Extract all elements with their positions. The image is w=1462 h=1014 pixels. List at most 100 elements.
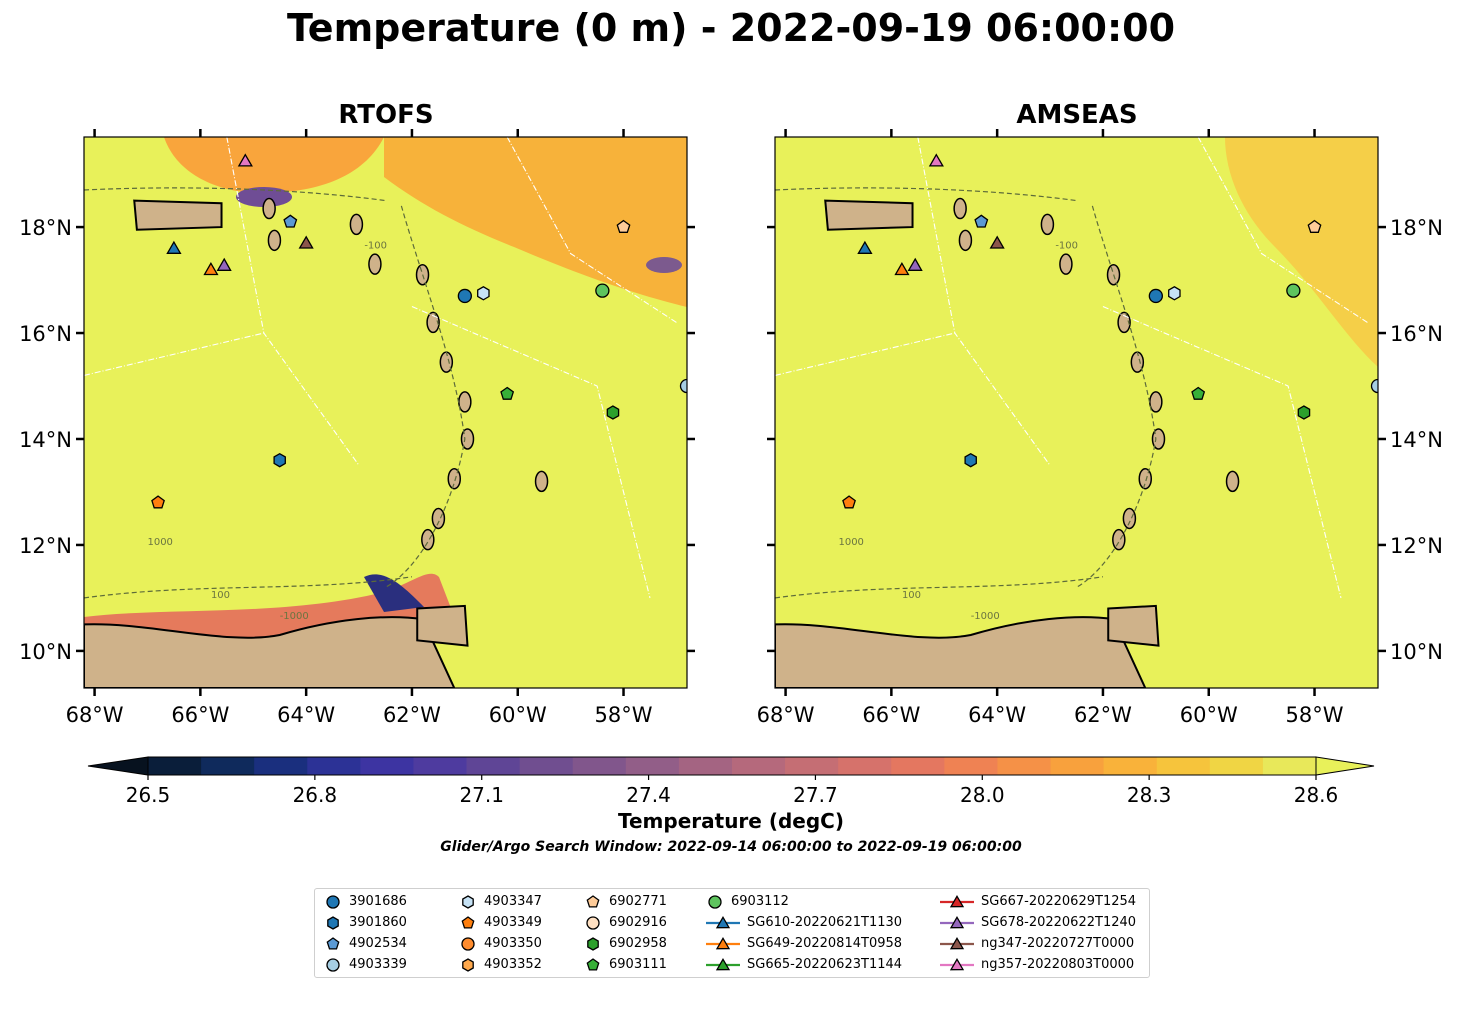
island	[447, 467, 462, 490]
colorbar-tick-label: 27.7	[793, 783, 838, 807]
legend-label: 4902534	[349, 936, 407, 951]
marker-4902534	[974, 214, 989, 228]
colorbar-segment	[678, 757, 733, 775]
land-trinidad	[416, 604, 469, 647]
colorbar-segment	[785, 757, 839, 775]
eez-boundary	[84, 137, 677, 599]
legend-item: SG667-20220629T1254	[939, 891, 1136, 912]
lon-tick-label: 60°W	[1180, 703, 1238, 727]
marker-4903349	[151, 495, 165, 509]
legend-marker	[462, 957, 474, 972]
marker-3901686	[1148, 288, 1163, 304]
land-trinidad	[1107, 604, 1160, 647]
legend-label: SG649-20220814T0958	[747, 936, 903, 951]
colorbar-segment	[360, 757, 414, 775]
lon-tick-label: 66°W	[862, 703, 920, 727]
colorbar-extend-high	[1315, 756, 1375, 776]
legend-label: 4903349	[484, 915, 542, 930]
marker-ng347-20220727T0000	[989, 235, 1005, 249]
marker-ng357-20220803T0000	[237, 153, 253, 167]
colorbar-tick-label: 27.1	[459, 783, 504, 807]
contour-label: -1000	[280, 611, 309, 622]
island	[262, 197, 276, 220]
marker-ng357-20220803T0000	[928, 153, 944, 167]
legend-marker	[586, 915, 600, 930]
search-window-text: Glider/Argo Search Window: 2022-09-14 06…	[440, 839, 1022, 855]
eez-boundary	[775, 137, 1368, 599]
legend-item: 4903350	[458, 933, 542, 954]
legend-marker-triangle-icon	[940, 915, 974, 928]
legend-label: 6903112	[731, 894, 789, 909]
legend-marker-pentagon-icon	[461, 915, 475, 929]
land-puerto-rico	[824, 199, 914, 231]
legend-marker	[326, 936, 340, 950]
legend-item: 3901686	[323, 891, 407, 912]
legend-marker	[586, 957, 600, 971]
colorbar-tick-label: 27.4	[626, 783, 671, 807]
marker-3901860	[964, 452, 977, 468]
legend-marker	[715, 957, 731, 970]
lon-tick-label: 64°W	[968, 703, 1026, 727]
colorbar-tick-label: 26.5	[126, 783, 171, 807]
map-frame	[774, 136, 1379, 689]
colorbar-segment	[1103, 757, 1158, 775]
colorbar-frame	[147, 756, 1317, 776]
lat-tick-label: 16°N	[19, 322, 72, 346]
map-title-rtofs: RTOFS	[338, 100, 434, 130]
marker-SG610-20220621T1130	[166, 240, 182, 254]
island	[267, 229, 282, 252]
legend-label: 6902771	[609, 894, 667, 909]
legend-item: 6902771	[583, 891, 667, 912]
colorbar-tick-label: 28.3	[1127, 783, 1172, 807]
legend-marker	[715, 936, 731, 949]
colorbar-segment	[307, 757, 361, 775]
lon-tick-label: 58°W	[595, 703, 653, 727]
legend-label: 4903350	[484, 936, 542, 951]
legend-item: ng357-20220803T0000	[939, 954, 1134, 975]
lat-tick-label: 12°N	[19, 534, 72, 558]
legend-marker	[326, 894, 340, 909]
lat-tick-label: 10°N	[1390, 640, 1443, 664]
legend-marker	[586, 894, 600, 908]
colorbar-segment	[1156, 757, 1211, 775]
contour-label: 1000	[147, 537, 172, 548]
lon-tick-label: 62°W	[383, 703, 441, 727]
legend-label: SG665-20220623T1144	[747, 957, 903, 972]
legend-item: 6903112	[705, 891, 789, 912]
legend-item: 4902534	[323, 933, 407, 954]
island	[368, 253, 382, 275]
marker-6903112	[1286, 283, 1301, 298]
marker-6902958	[1297, 405, 1311, 420]
legend-label: 4903347	[484, 894, 542, 909]
legend-item: 4903347	[458, 891, 542, 912]
legend-marker-circle-icon	[708, 894, 722, 909]
marker-SG649-20220814T0958	[203, 261, 219, 276]
marker-4903339	[1370, 378, 1378, 394]
contour-label: 100	[211, 590, 230, 601]
legend-marker-circle-icon	[326, 957, 340, 972]
marker-SG610-20220621T1130	[857, 240, 873, 254]
marker-4903347	[1168, 286, 1181, 301]
contour-label: 100	[902, 590, 921, 601]
legend-marker-triangle-icon	[706, 936, 740, 949]
marker-6902771	[616, 219, 631, 233]
colorbar: 26.5 26.8 27.1 27.4 27.7 28.0 28.3 28.6	[87, 756, 1375, 807]
legend-marker-triangle-icon	[706, 915, 740, 928]
legend-item: 6903111	[583, 954, 667, 975]
legend-label: 4903352	[484, 957, 542, 972]
legend-marker-hexagon-icon	[587, 936, 599, 951]
legend-label: 4903339	[349, 957, 407, 972]
legend-marker	[461, 915, 475, 929]
isobath-contour	[84, 576, 413, 599]
legend-item: ng347-20220727T0000	[939, 933, 1134, 954]
legend-marker-hexagon-icon	[462, 894, 474, 909]
upwelling-patch	[364, 574, 424, 612]
map-frame	[83, 136, 688, 689]
legend-marker-triangle-icon	[940, 894, 974, 907]
legend-item: SG649-20220814T0958	[705, 933, 902, 954]
contour-label: -1000	[971, 611, 1000, 622]
colorbar-segment	[466, 757, 521, 775]
lon-tick-label: 58°W	[1286, 703, 1344, 727]
legend-item: SG665-20220623T1144	[705, 954, 902, 975]
lon-tick-label: 64°W	[277, 703, 335, 727]
